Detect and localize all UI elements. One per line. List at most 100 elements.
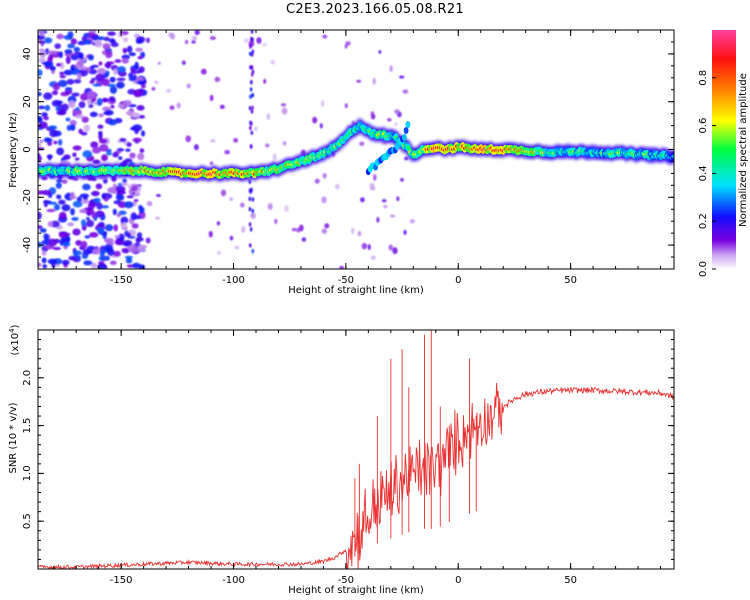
noise-blob [61,204,71,212]
noise-blob [208,230,213,238]
noise-blob [116,81,125,89]
noise-blob [392,247,398,255]
noise-blob [117,104,125,109]
noise-blob [282,141,287,146]
noise-blob [67,43,75,49]
noise-blob [389,214,396,218]
noise-blob [396,196,400,202]
noise-blob [101,97,109,103]
noise-blob [59,75,67,79]
noise-blob [108,96,116,103]
noise-blob [132,137,143,143]
noise-blob [249,51,252,57]
noise-blob [85,217,90,221]
noise-blob [39,139,44,143]
noise-blob [126,232,132,238]
noise-blob [64,87,73,91]
noise-blob [314,178,320,184]
noise-blob [137,153,145,161]
noise-blob [378,49,382,54]
noise-blob [95,183,103,190]
noise-blob [103,244,113,251]
noise-blob [251,49,255,54]
noise-blob [38,225,43,229]
noise-blob [49,129,58,138]
noise-blob [101,192,107,200]
noise-blob [131,112,141,118]
noise-blob [134,61,139,70]
noise-blob [249,94,252,99]
ridge-core [38,121,674,179]
noise-blob [114,59,122,63]
noise-blob [41,250,47,256]
noise-blob [76,255,81,261]
noise-blob [135,70,142,74]
noise-blob [113,68,118,75]
noise-blob [78,101,86,109]
noise-blob [370,255,376,260]
noise-blob [81,199,90,204]
noise-blob [70,191,75,199]
spectrogram-x-axis-label: Height of straight line (km) [288,285,424,296]
noise-blob [122,239,133,247]
noise-blob [118,156,123,161]
noise-blob [402,89,409,94]
noise-blob [130,212,137,221]
noise-blob [46,208,56,213]
noise-blob [87,90,97,99]
noise-blob [56,147,65,156]
noise-blob [261,43,267,47]
x-tick-label: -50 [338,275,354,286]
noise-blob [72,152,77,158]
noise-blob [38,57,46,63]
noise-blob [389,65,393,72]
noise-blob [70,38,78,45]
noise-blob [404,156,409,161]
branch-blob [405,121,411,129]
snr-plot-area [38,330,674,569]
noise-blob [151,87,156,91]
spectrogram-y-axis-label: Frequency (Hz) [8,112,19,188]
noise-blob [48,125,58,130]
noise-blob [280,103,287,107]
noise-blob [216,250,222,255]
noise-blob [322,34,328,39]
noise-blob [97,124,104,129]
noise-blob [251,105,254,110]
noise-blob [38,91,42,97]
branch-blob [401,134,407,142]
noise-blob [116,77,126,81]
noise-blob [75,239,83,246]
noise-blob [38,142,42,147]
noise-blob [42,200,52,204]
noise-blob [38,241,43,248]
noise-blob [370,110,375,118]
noise-blob [80,93,89,101]
noise-blob [350,227,355,235]
noise-blob [126,257,132,261]
noise-blob [80,131,88,136]
colorbar: 0.0 0.2 0.4 0.6 0.8 Normalized spectral ampl… [698,30,749,277]
noise-blob [98,255,107,262]
noise-blob [81,116,89,123]
noise-blob [80,209,87,213]
noise-blob [121,181,129,187]
noise-blob [58,51,63,59]
noise-blob [403,229,407,235]
noise-blob [101,154,108,162]
noise-blob [200,68,207,75]
noise-blob [249,44,252,49]
noise-blob [233,137,239,143]
noise-blob [194,30,200,36]
noise-blob [98,36,106,41]
x-tick-label: -100 [222,575,245,586]
noise-blob [170,32,175,40]
noise-blob [130,70,137,75]
noise-blob [249,125,252,131]
noise-blob [251,37,254,42]
noise-blob [373,174,377,182]
spectrogram-panel: -150 -100 -50 0 50 -40 -20 0 20 40 Height of stra… [8,29,675,296]
noise-blob [243,38,249,43]
noise-blob [394,122,398,127]
